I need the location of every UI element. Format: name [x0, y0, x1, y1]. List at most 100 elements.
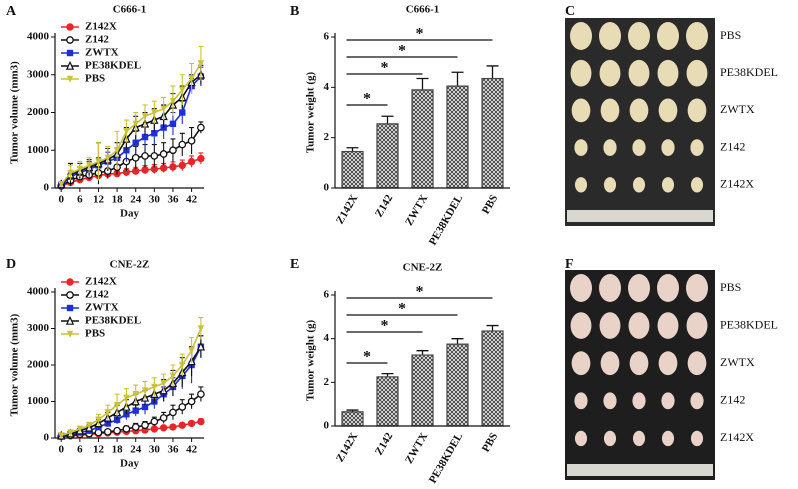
tumor: [629, 98, 649, 123]
marker: [178, 403, 187, 411]
x-tick-label: PBS: [480, 431, 500, 454]
tumor: [632, 177, 646, 193]
tumor: [574, 392, 588, 410]
photo-label: PBS: [720, 280, 741, 294]
marker: [122, 425, 131, 433]
marker: [178, 140, 187, 149]
tumor: [574, 139, 588, 157]
marker: [159, 424, 168, 432]
significance-label: *: [398, 301, 406, 318]
marker: [76, 165, 84, 173]
marker: [67, 429, 74, 437]
panel-label: F: [565, 257, 574, 272]
marker: [169, 423, 177, 431]
x-tick-label: 12: [93, 444, 105, 456]
tumor: [687, 351, 707, 376]
photo-label: Z142X: [720, 177, 754, 191]
y-tick-label: 6: [324, 31, 330, 43]
tumor: [603, 430, 617, 447]
bar: [481, 330, 504, 427]
bar: [376, 376, 399, 427]
y-tick-label: 0: [324, 182, 330, 194]
legend-marker: [66, 49, 74, 57]
tumor: [599, 312, 621, 339]
tumor: [661, 177, 675, 193]
tumor: [570, 22, 592, 50]
tumor: [658, 98, 678, 123]
bar: [411, 354, 434, 427]
marker: [197, 390, 205, 399]
tumor: [690, 430, 704, 447]
legend-marker: [66, 304, 74, 312]
marker: [141, 113, 149, 120]
y-tick-label: 2: [324, 131, 330, 143]
marker: [123, 411, 130, 418]
marker: [169, 146, 177, 155]
tumor: [570, 59, 592, 87]
marker: [76, 425, 84, 433]
chart-title: CNE-2Z: [403, 262, 443, 274]
bar: [376, 123, 399, 189]
marker: [113, 401, 121, 409]
marker: [178, 161, 186, 170]
y-tick-label: 2000: [27, 359, 50, 371]
legend-label: Z142: [85, 34, 109, 46]
marker: [179, 86, 186, 94]
y-tick-label: 0: [44, 182, 50, 194]
series-line: [60, 63, 202, 185]
photo-label: Z142: [720, 139, 745, 153]
significance-label: *: [381, 318, 389, 335]
y-tick-label: 4: [324, 81, 330, 93]
legend-marker: [66, 75, 74, 83]
bar: [341, 411, 364, 427]
x-tick-label: 12: [93, 194, 105, 206]
y-tick-label: 2: [324, 376, 330, 388]
y-tick-label: 2000: [27, 106, 50, 118]
tumor: [632, 430, 646, 447]
marker: [169, 372, 177, 380]
marker: [151, 383, 158, 391]
marker: [159, 150, 168, 158]
marker: [85, 162, 93, 170]
photo-label: PE38KDEL: [720, 317, 778, 331]
marker: [94, 428, 103, 437]
error-bar: [451, 338, 464, 345]
marker: [67, 169, 74, 177]
marker: [141, 166, 149, 174]
panel-label: C: [565, 4, 575, 19]
marker: [123, 394, 130, 402]
marker: [150, 425, 159, 433]
legend-marker: [66, 291, 74, 299]
tumor: [686, 312, 708, 339]
tumor: [632, 392, 646, 410]
tumor-photo: [565, 18, 715, 226]
series-line: [60, 74, 202, 185]
marker: [132, 139, 139, 146]
tumor: [603, 139, 617, 157]
marker: [123, 128, 130, 136]
marker: [188, 75, 195, 83]
legend-marker: [66, 36, 74, 44]
significance-label: *: [416, 284, 424, 301]
photo-label: ZWTX: [720, 355, 755, 369]
tumor: [574, 430, 588, 447]
tumor: [603, 392, 617, 410]
marker: [141, 133, 149, 141]
series-line: [61, 393, 202, 437]
tumor: [571, 351, 591, 376]
x-tick-label: PE38KDEL: [427, 193, 466, 248]
y-tick-label: 4: [324, 332, 330, 344]
marker: [95, 158, 102, 166]
tumor: [657, 59, 679, 87]
y-tick-label: 0: [44, 432, 50, 444]
marker: [197, 154, 205, 163]
legend-marker: [65, 60, 75, 70]
x-tick-label: Z142X: [334, 193, 360, 227]
tumor: [570, 274, 592, 302]
tumor: [599, 59, 621, 87]
chart-title: C666-1: [406, 4, 440, 16]
y-axis-label: Tumor weight (g): [305, 320, 317, 402]
bar: [446, 85, 469, 189]
marker: [58, 432, 65, 440]
marker: [104, 420, 111, 427]
